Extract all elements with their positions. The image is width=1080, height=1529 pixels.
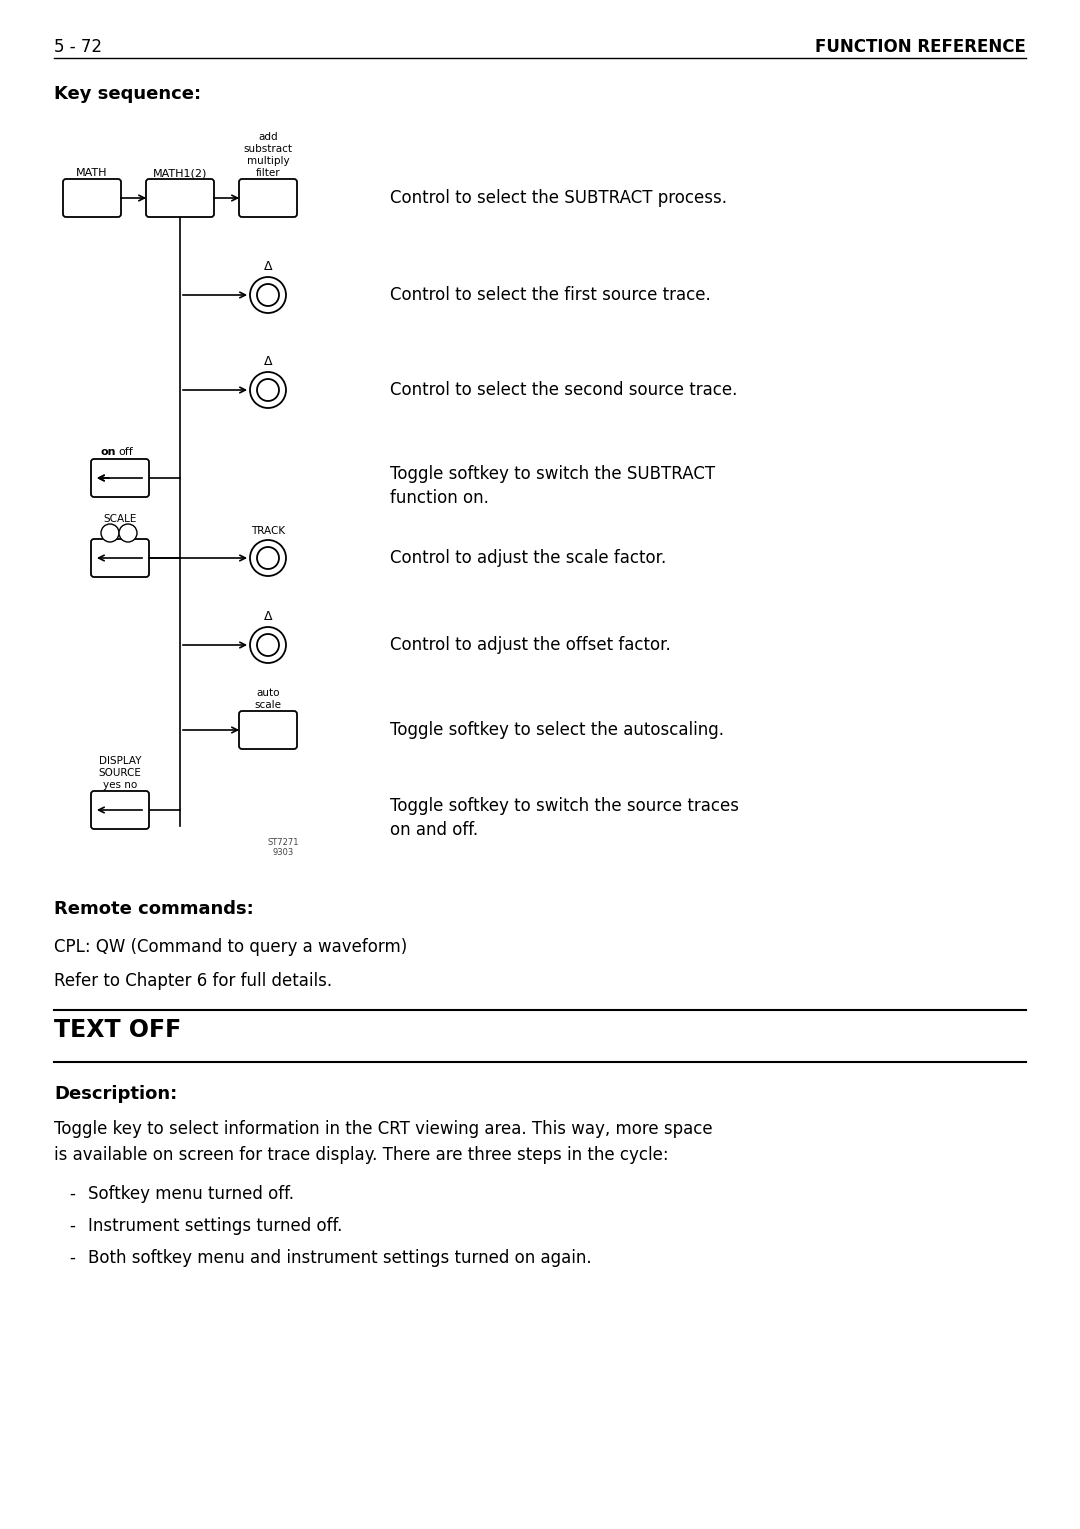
Text: -: - (69, 1185, 75, 1203)
Text: SCALE: SCALE (104, 514, 137, 524)
Text: add
substract
multiply
filter: add substract multiply filter (243, 131, 293, 177)
Text: Instrument settings turned off.: Instrument settings turned off. (87, 1217, 342, 1235)
Text: Toggle softkey to switch the SUBTRACT
function on.: Toggle softkey to switch the SUBTRACT fu… (390, 465, 715, 508)
Text: TEXT OFF: TEXT OFF (54, 1018, 181, 1041)
Circle shape (249, 627, 286, 664)
Text: -: - (69, 1249, 75, 1268)
Text: Softkey menu turned off.: Softkey menu turned off. (87, 1185, 294, 1203)
Text: Δ: Δ (264, 610, 272, 622)
Text: Key sequence:: Key sequence: (54, 86, 201, 102)
Text: DISPLAY
SOURCE
yes no: DISPLAY SOURCE yes no (98, 755, 141, 790)
Circle shape (249, 277, 286, 313)
Circle shape (249, 372, 286, 408)
Text: Control to adjust the scale factor.: Control to adjust the scale factor. (390, 549, 666, 567)
Text: Δ: Δ (264, 260, 272, 274)
Text: MATH1(2): MATH1(2) (152, 168, 207, 177)
Circle shape (257, 635, 279, 656)
Text: Toggle softkey to select the autoscaling.: Toggle softkey to select the autoscaling… (390, 722, 724, 739)
Text: -: - (69, 1217, 75, 1235)
FancyBboxPatch shape (239, 179, 297, 217)
Circle shape (257, 547, 279, 569)
Circle shape (119, 524, 137, 541)
Text: Description:: Description: (54, 1086, 177, 1102)
FancyBboxPatch shape (146, 179, 214, 217)
Text: ST7271
9303: ST7271 9303 (267, 838, 299, 858)
Text: Control to select the SUBTRACT process.: Control to select the SUBTRACT process. (390, 190, 727, 206)
Text: Control to adjust the offset factor.: Control to adjust the offset factor. (390, 636, 671, 654)
Text: Control to select the first source trace.: Control to select the first source trace… (390, 286, 711, 304)
Text: Δ: Δ (264, 355, 272, 368)
Text: on: on (100, 446, 116, 457)
Text: Refer to Chapter 6 for full details.: Refer to Chapter 6 for full details. (54, 972, 333, 989)
Text: CPL: QW (Command to query a waveform): CPL: QW (Command to query a waveform) (54, 937, 407, 956)
Text: MATH: MATH (77, 168, 108, 177)
Text: Toggle key to select information in the CRT viewing area. This way, more space
i: Toggle key to select information in the … (54, 1121, 713, 1164)
Circle shape (257, 379, 279, 401)
Text: TRACK: TRACK (251, 526, 285, 537)
FancyBboxPatch shape (63, 179, 121, 217)
Circle shape (102, 524, 119, 541)
FancyBboxPatch shape (91, 540, 149, 576)
Text: FUNCTION REFERENCE: FUNCTION REFERENCE (815, 38, 1026, 57)
FancyBboxPatch shape (91, 790, 149, 829)
Circle shape (257, 284, 279, 306)
Text: auto
scale: auto scale (255, 688, 282, 709)
Text: Remote commands:: Remote commands: (54, 901, 254, 917)
Circle shape (249, 540, 286, 576)
Text: Both softkey menu and instrument settings turned on again.: Both softkey menu and instrument setting… (87, 1249, 592, 1268)
Text: Toggle softkey to switch the source traces
on and off.: Toggle softkey to switch the source trac… (390, 797, 739, 839)
FancyBboxPatch shape (91, 459, 149, 497)
Text: off: off (118, 446, 133, 457)
Text: Control to select the second source trace.: Control to select the second source trac… (390, 381, 738, 399)
Text: Δ: Δ (125, 529, 131, 538)
FancyBboxPatch shape (239, 711, 297, 749)
Text: 5 - 72: 5 - 72 (54, 38, 102, 57)
Text: T: T (108, 529, 112, 538)
